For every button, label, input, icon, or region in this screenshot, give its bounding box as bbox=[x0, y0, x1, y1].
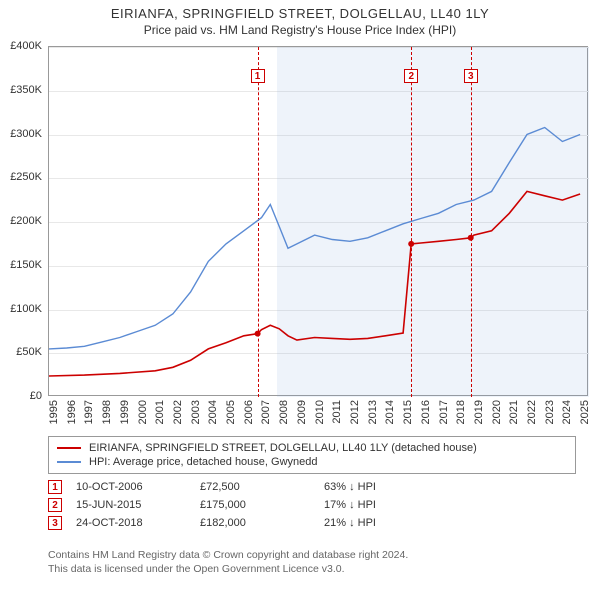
legend-item-hpi: HPI: Average price, detached house, Gwyn… bbox=[57, 455, 567, 469]
legend-box: EIRIANFA, SPRINGFIELD STREET, DOLGELLAU,… bbox=[48, 436, 576, 474]
y-axis-label: £300K bbox=[0, 128, 42, 140]
sale-hpi-delta: 21% ↓ HPI bbox=[324, 517, 576, 529]
x-axis-label: 2001 bbox=[154, 400, 166, 424]
legend-label: HPI: Average price, detached house, Gwyn… bbox=[89, 456, 318, 468]
y-axis-label: £250K bbox=[0, 171, 42, 183]
x-axis-label: 2004 bbox=[207, 400, 219, 424]
plot-box: 1 2 3 bbox=[48, 46, 588, 396]
x-axis-label: 2011 bbox=[331, 400, 343, 424]
title-address: EIRIANFA, SPRINGFIELD STREET, DOLGELLAU,… bbox=[0, 6, 600, 21]
sale-dot-icon bbox=[255, 331, 261, 337]
x-axis-label: 2019 bbox=[473, 400, 485, 424]
series-svg bbox=[49, 47, 589, 397]
sales-table: 1 10-OCT-2006 £72,500 63% ↓ HPI 2 15-JUN-2015… bbox=[48, 478, 576, 532]
x-axis-label: 2017 bbox=[438, 400, 450, 424]
x-axis-label: 2020 bbox=[491, 400, 503, 424]
footnote: Contains HM Land Registry data © Crown c… bbox=[48, 548, 576, 576]
y-axis-label: £50K bbox=[0, 346, 42, 358]
title-subtitle: Price paid vs. HM Land Registry's House … bbox=[0, 23, 600, 37]
sale-hpi-delta: 63% ↓ HPI bbox=[324, 481, 576, 493]
sale-hpi-delta: 17% ↓ HPI bbox=[324, 499, 576, 511]
x-axis-label: 2002 bbox=[172, 400, 184, 424]
x-axis-label: 2010 bbox=[314, 400, 326, 424]
x-axis-label: 2021 bbox=[508, 400, 520, 424]
footnote-line: This data is licensed under the Open Gov… bbox=[48, 562, 576, 576]
sale-marker-3: 3 bbox=[464, 69, 478, 83]
x-axis-label: 2016 bbox=[420, 400, 432, 424]
footnote-line: Contains HM Land Registry data © Crown c… bbox=[48, 548, 576, 562]
y-axis-label: £200K bbox=[0, 215, 42, 227]
legend-swatch-icon bbox=[57, 461, 81, 463]
legend-label: EIRIANFA, SPRINGFIELD STREET, DOLGELLAU,… bbox=[89, 442, 477, 454]
sale-dot-icon bbox=[468, 235, 474, 241]
sale-marker-icon: 2 bbox=[48, 498, 62, 512]
x-axis-label: 2006 bbox=[243, 400, 255, 424]
y-axis-label: £0 bbox=[0, 390, 42, 402]
sale-row: 1 10-OCT-2006 £72,500 63% ↓ HPI bbox=[48, 478, 576, 496]
sale-row: 2 15-JUN-2015 £175,000 17% ↓ HPI bbox=[48, 496, 576, 514]
sale-price: £175,000 bbox=[200, 499, 310, 511]
x-axis-label: 1997 bbox=[83, 400, 95, 424]
x-axis-label: 2000 bbox=[137, 400, 149, 424]
x-axis-label: 2012 bbox=[349, 400, 361, 424]
sale-marker-1: 1 bbox=[251, 69, 265, 83]
x-axis-label: 1999 bbox=[119, 400, 131, 424]
chart-titles: EIRIANFA, SPRINGFIELD STREET, DOLGELLAU,… bbox=[0, 0, 600, 37]
sale-marker-icon: 3 bbox=[48, 516, 62, 530]
y-axis-label: £350K bbox=[0, 84, 42, 96]
x-axis-label: 2023 bbox=[544, 400, 556, 424]
sale-marker-2: 2 bbox=[404, 69, 418, 83]
y-axis-label: £150K bbox=[0, 259, 42, 271]
sale-price: £72,500 bbox=[200, 481, 310, 493]
x-axis-label: 1998 bbox=[101, 400, 113, 424]
x-axis-label: 2022 bbox=[526, 400, 538, 424]
y-axis-label: £100K bbox=[0, 303, 42, 315]
sale-date: 15-JUN-2015 bbox=[76, 499, 186, 511]
chart-plot-area: £0£50K£100K£150K£200K£250K£300K£350K£400… bbox=[48, 46, 588, 396]
x-axis-label: 2014 bbox=[384, 400, 396, 424]
x-axis-label: 1995 bbox=[48, 400, 60, 424]
x-axis-label: 2013 bbox=[367, 400, 379, 424]
x-axis-label: 2025 bbox=[579, 400, 591, 424]
x-axis-label: 2018 bbox=[455, 400, 467, 424]
sale-date: 10-OCT-2006 bbox=[76, 481, 186, 493]
sale-row: 3 24-OCT-2018 £182,000 21% ↓ HPI bbox=[48, 514, 576, 532]
x-axis-label: 2007 bbox=[260, 400, 272, 424]
sale-dot-icon bbox=[408, 241, 414, 247]
x-axis-label: 2009 bbox=[296, 400, 308, 424]
x-axis-label: 2008 bbox=[278, 400, 290, 424]
chart-container: EIRIANFA, SPRINGFIELD STREET, DOLGELLAU,… bbox=[0, 0, 600, 590]
x-axis-label: 2005 bbox=[225, 400, 237, 424]
sale-price: £182,000 bbox=[200, 517, 310, 529]
series-hpi bbox=[49, 128, 580, 349]
sale-marker-icon: 1 bbox=[48, 480, 62, 494]
x-axis-label: 2003 bbox=[190, 400, 202, 424]
legend-item-property: EIRIANFA, SPRINGFIELD STREET, DOLGELLAU,… bbox=[57, 441, 567, 455]
y-axis-label: £400K bbox=[0, 40, 42, 52]
x-axis-label: 2015 bbox=[402, 400, 414, 424]
legend-swatch-icon bbox=[57, 447, 81, 449]
sale-date: 24-OCT-2018 bbox=[76, 517, 186, 529]
x-axis-label: 2024 bbox=[561, 400, 573, 424]
series-property bbox=[49, 191, 580, 376]
x-axis-label: 1996 bbox=[66, 400, 78, 424]
